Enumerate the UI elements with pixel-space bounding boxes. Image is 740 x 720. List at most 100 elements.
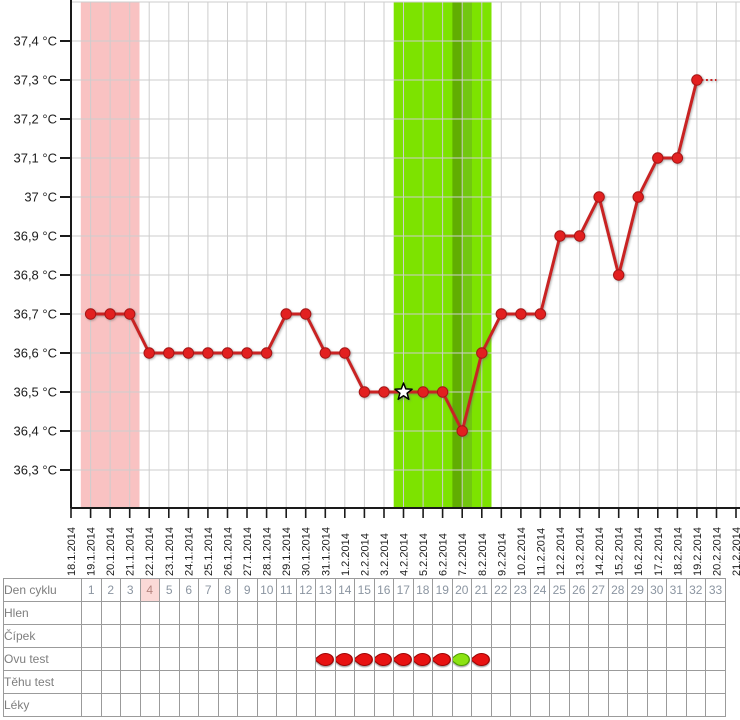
- temperature-point[interactable]: [202, 347, 214, 359]
- leky-cell-day-11[interactable]: [276, 693, 297, 717]
- cycle-day-number[interactable]: 5: [159, 578, 180, 602]
- ovu-cell-day-21[interactable]: [471, 647, 492, 671]
- leky-cell-day-15[interactable]: [354, 693, 375, 717]
- leky-cell-day-14[interactable]: [334, 693, 355, 717]
- hlen-cell-day-9[interactable]: [237, 601, 258, 625]
- temperature-point[interactable]: [378, 386, 390, 398]
- cipek-cell-day-4[interactable]: [139, 624, 160, 648]
- leky-cell-day-31[interactable]: [666, 693, 687, 717]
- hlen-cell-day-4[interactable]: [139, 601, 160, 625]
- temperature-point[interactable]: [417, 386, 429, 398]
- cipek-cell-day-8[interactable]: [217, 624, 238, 648]
- cycle-day-number[interactable]: 3: [120, 578, 141, 602]
- cipek-cell-day-32[interactable]: [685, 624, 706, 648]
- hlen-cell-day-20[interactable]: [451, 601, 472, 625]
- tehu-cell-day-15[interactable]: [354, 670, 375, 694]
- temperature-point[interactable]: [671, 152, 684, 164]
- tehu-cell-day-2[interactable]: [100, 670, 121, 694]
- cipek-cell-day-18[interactable]: [412, 624, 433, 648]
- leky-cell-day-6[interactable]: [178, 693, 199, 717]
- leky-cell-day-21[interactable]: [471, 693, 492, 717]
- cycle-day-number[interactable]: 19: [432, 578, 453, 602]
- tehu-cell-day-6[interactable]: [178, 670, 199, 694]
- cipek-cell-day-5[interactable]: [159, 624, 180, 648]
- leky-cell-day-30[interactable]: [646, 693, 667, 717]
- ovu-cell-day-14[interactable]: [334, 647, 355, 671]
- cipek-cell-day-17[interactable]: [393, 624, 414, 648]
- leky-cell-day-7[interactable]: [198, 693, 219, 717]
- hlen-cell-day-26[interactable]: [568, 601, 589, 625]
- tehu-cell-day-4[interactable]: [139, 670, 160, 694]
- leky-cell-day-25[interactable]: [549, 693, 570, 717]
- cipek-cell-day-29[interactable]: [627, 624, 648, 648]
- cipek-cell-day-15[interactable]: [354, 624, 375, 648]
- hlen-cell-day-28[interactable]: [607, 601, 628, 625]
- ovu-cell-day-22[interactable]: [490, 647, 511, 671]
- cipek-cell-day-16[interactable]: [373, 624, 394, 648]
- temperature-point[interactable]: [534, 308, 547, 320]
- cycle-day-number[interactable]: 14: [334, 578, 355, 602]
- leky-cell-day-23[interactable]: [510, 693, 531, 717]
- hlen-cell-day-11[interactable]: [276, 601, 297, 625]
- cycle-day-number[interactable]: 23: [510, 578, 531, 602]
- tehu-cell-day-12[interactable]: [295, 670, 316, 694]
- cycle-day-number[interactable]: 26: [568, 578, 589, 602]
- hlen-cell-day-17[interactable]: [393, 601, 414, 625]
- hlen-cell-day-13[interactable]: [315, 601, 336, 625]
- cycle-day-number[interactable]: 9: [237, 578, 258, 602]
- tehu-cell-day-10[interactable]: [256, 670, 277, 694]
- leky-cell-day-28[interactable]: [607, 693, 628, 717]
- tehu-cell-day-5[interactable]: [159, 670, 180, 694]
- temperature-point[interactable]: [593, 191, 605, 203]
- cipek-cell-day-31[interactable]: [666, 624, 687, 648]
- temperature-point[interactable]: [280, 308, 292, 320]
- temperature-point[interactable]: [241, 347, 253, 359]
- tehu-cell-day-3[interactable]: [120, 670, 141, 694]
- ovu-cell-day-5[interactable]: [159, 647, 180, 671]
- hlen-cell-day-2[interactable]: [100, 601, 121, 625]
- hlen-cell-day-25[interactable]: [549, 601, 570, 625]
- tehu-cell-day-24[interactable]: [529, 670, 550, 694]
- temperature-point[interactable]: [652, 152, 664, 164]
- hlen-cell-day-32[interactable]: [685, 601, 706, 625]
- cipek-cell-day-6[interactable]: [178, 624, 199, 648]
- cycle-day-number[interactable]: 27: [588, 578, 609, 602]
- cipek-cell-day-23[interactable]: [510, 624, 531, 648]
- leky-cell-day-27[interactable]: [588, 693, 609, 717]
- cipek-cell-day-19[interactable]: [432, 624, 453, 648]
- cipek-cell-day-24[interactable]: [529, 624, 550, 648]
- cycle-day-number[interactable]: 13: [315, 578, 336, 602]
- cycle-day-number[interactable]: 8: [217, 578, 238, 602]
- leky-cell-day-8[interactable]: [217, 693, 238, 717]
- temperature-point[interactable]: [260, 347, 273, 359]
- ovu-cell-day-29[interactable]: [627, 647, 648, 671]
- cycle-day-number[interactable]: 11: [276, 578, 297, 602]
- tehu-cell-day-16[interactable]: [373, 670, 394, 694]
- cycle-day-number[interactable]: 24: [529, 578, 550, 602]
- cycle-day-number[interactable]: 10: [256, 578, 277, 602]
- cipek-cell-day-9[interactable]: [237, 624, 258, 648]
- ovu-cell-day-2[interactable]: [100, 647, 121, 671]
- ovu-cell-day-8[interactable]: [217, 647, 238, 671]
- cycle-day-number[interactable]: 21: [471, 578, 492, 602]
- hlen-cell-day-27[interactable]: [588, 601, 609, 625]
- cipek-cell-day-12[interactable]: [295, 624, 316, 648]
- tehu-cell-day-21[interactable]: [471, 670, 492, 694]
- hlen-cell-day-14[interactable]: [334, 601, 355, 625]
- ovu-cell-day-7[interactable]: [198, 647, 219, 671]
- tehu-cell-day-28[interactable]: [607, 670, 628, 694]
- cipek-cell-day-2[interactable]: [100, 624, 121, 648]
- star-marker[interactable]: [394, 382, 413, 401]
- temperature-point[interactable]: [339, 347, 351, 359]
- leky-cell-day-26[interactable]: [568, 693, 589, 717]
- cipek-cell-day-7[interactable]: [198, 624, 219, 648]
- leky-cell-day-3[interactable]: [120, 693, 141, 717]
- ovu-cell-day-16[interactable]: [373, 647, 394, 671]
- ovu-cell-day-24[interactable]: [529, 647, 550, 671]
- temperature-point[interactable]: [358, 386, 371, 398]
- cycle-day-number[interactable]: 1: [81, 578, 102, 602]
- cycle-day-number[interactable]: 18: [412, 578, 433, 602]
- ovu-cell-day-31[interactable]: [666, 647, 687, 671]
- leky-cell-day-2[interactable]: [100, 693, 121, 717]
- hlen-cell-day-33[interactable]: [705, 601, 726, 625]
